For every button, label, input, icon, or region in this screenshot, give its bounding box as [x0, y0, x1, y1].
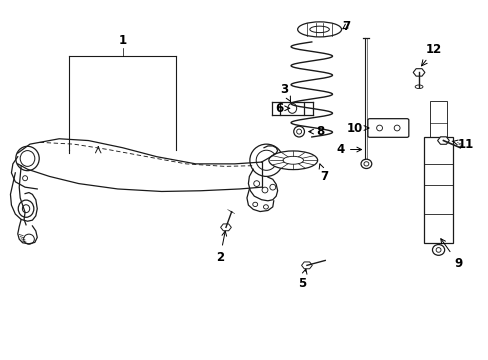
Text: 1: 1: [118, 34, 126, 47]
Ellipse shape: [268, 151, 317, 170]
Polygon shape: [220, 224, 231, 231]
FancyBboxPatch shape: [367, 119, 408, 137]
Ellipse shape: [16, 146, 39, 171]
Ellipse shape: [363, 162, 368, 166]
Ellipse shape: [360, 159, 371, 168]
Ellipse shape: [309, 26, 329, 33]
Ellipse shape: [283, 156, 303, 164]
Ellipse shape: [414, 85, 422, 89]
Ellipse shape: [22, 205, 30, 213]
Text: 7: 7: [319, 164, 327, 183]
Text: 8: 8: [308, 125, 324, 138]
Text: 5: 5: [297, 269, 306, 290]
Bar: [423, 137, 452, 243]
Ellipse shape: [262, 187, 267, 193]
Polygon shape: [301, 262, 312, 269]
Text: 2: 2: [216, 231, 226, 264]
Ellipse shape: [435, 248, 440, 252]
Ellipse shape: [296, 129, 301, 134]
Ellipse shape: [249, 144, 283, 176]
Ellipse shape: [297, 22, 341, 37]
Ellipse shape: [263, 205, 268, 209]
Ellipse shape: [22, 176, 27, 181]
Bar: [429, 101, 447, 137]
Ellipse shape: [293, 126, 304, 137]
Ellipse shape: [20, 150, 35, 166]
Polygon shape: [412, 69, 424, 76]
Polygon shape: [437, 137, 448, 144]
Text: 10: 10: [346, 122, 368, 135]
Text: 9: 9: [440, 239, 462, 270]
Text: 7: 7: [341, 20, 349, 33]
Ellipse shape: [18, 200, 34, 217]
Ellipse shape: [253, 181, 259, 186]
Text: 4: 4: [336, 143, 361, 156]
Ellipse shape: [269, 184, 275, 190]
Ellipse shape: [376, 125, 382, 131]
Text: 11: 11: [451, 138, 473, 150]
Ellipse shape: [393, 125, 399, 131]
Text: 12: 12: [425, 43, 441, 56]
Ellipse shape: [252, 202, 257, 207]
Ellipse shape: [287, 103, 296, 113]
Text: 3: 3: [280, 83, 290, 102]
Ellipse shape: [23, 234, 34, 244]
Ellipse shape: [431, 244, 444, 255]
Bar: [280, 102, 304, 115]
Text: 6: 6: [275, 102, 289, 115]
Ellipse shape: [256, 150, 276, 170]
